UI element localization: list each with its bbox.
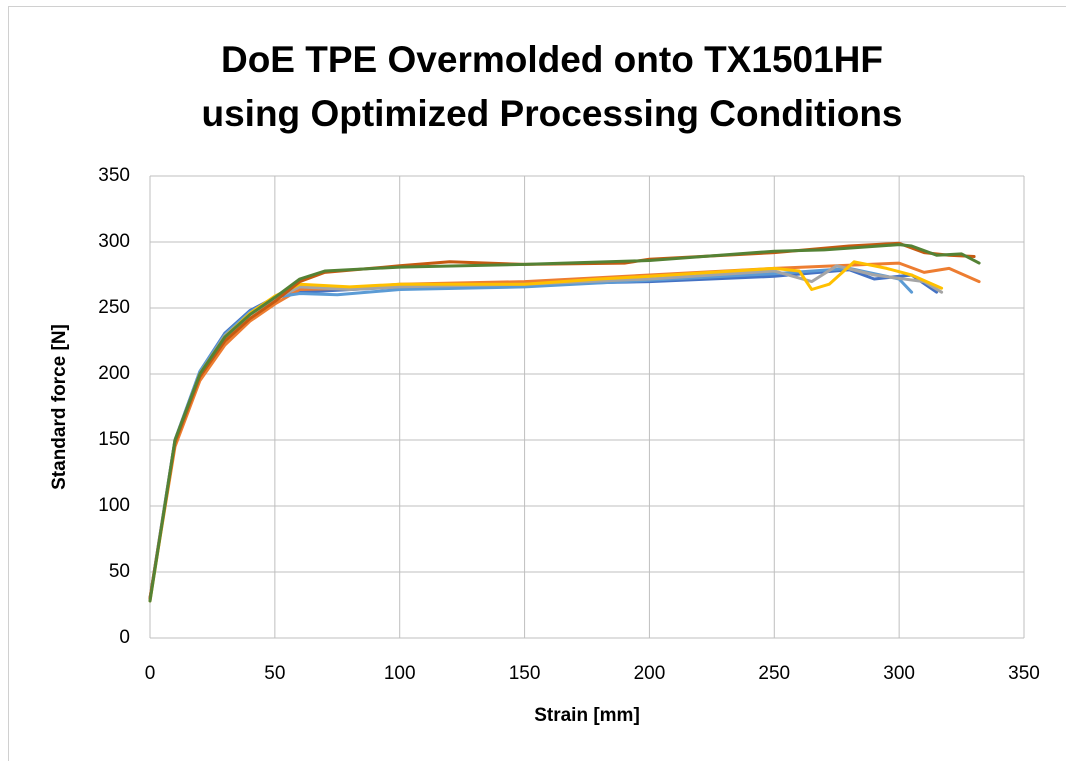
series-line	[148, 260, 944, 603]
series-line	[148, 243, 981, 603]
x-tick-label: 100	[384, 663, 416, 684]
y-axis-label: Standard force [N]	[49, 324, 70, 490]
y-tick-label: 100	[98, 495, 130, 516]
y-tick-label: 200	[98, 363, 130, 384]
x-tick-label: 350	[1008, 663, 1040, 684]
y-tick-label: 300	[98, 231, 130, 252]
y-tick-label: 50	[109, 561, 130, 582]
chart-title: DoE TPE Overmolded onto TX1501HF	[221, 39, 883, 80]
x-tick-label: 200	[634, 663, 666, 684]
x-tick-label: 250	[758, 663, 790, 684]
series-line	[148, 268, 939, 600]
x-axis-label: Strain [mm]	[534, 705, 640, 726]
x-tick-label: 150	[509, 663, 541, 684]
chart-title: using Optimized Processing Conditions	[202, 93, 903, 134]
chart-border	[8, 6, 1066, 761]
y-tick-label: 150	[98, 429, 130, 450]
x-tick-label: 300	[883, 663, 915, 684]
y-tick-label: 0	[119, 627, 130, 648]
y-tick-label: 250	[98, 297, 130, 318]
x-tick-label: 0	[145, 663, 156, 684]
y-tick-label: 350	[98, 165, 130, 186]
series-line	[148, 264, 944, 600]
series-line	[148, 266, 914, 600]
x-tick-label: 50	[264, 663, 285, 684]
